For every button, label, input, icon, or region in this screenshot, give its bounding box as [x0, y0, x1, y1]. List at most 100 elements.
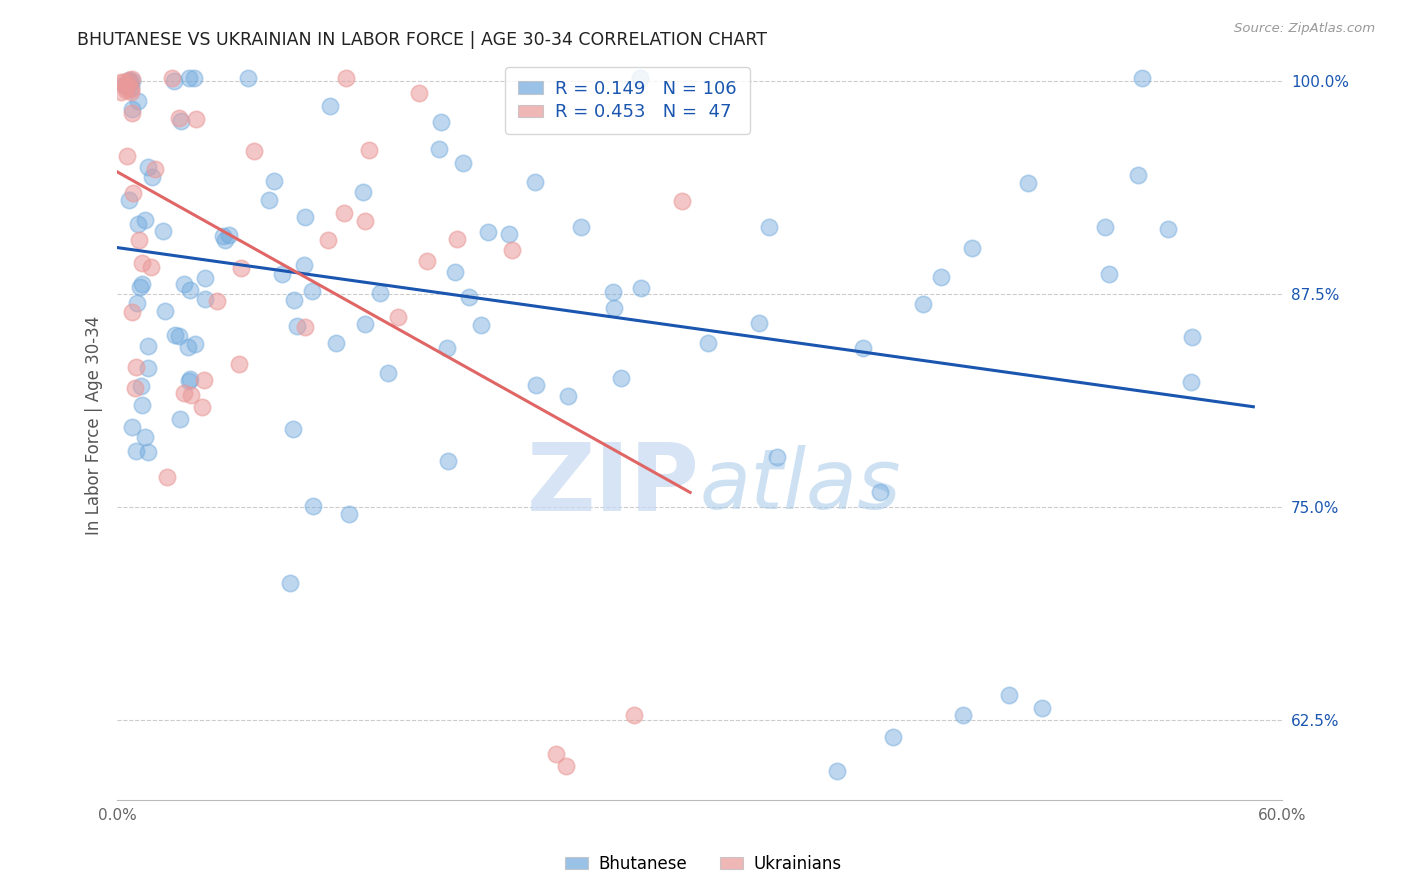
- Point: [169, 412, 191, 426]
- Point: [163, 73, 186, 87]
- Point: [110, 85, 132, 99]
- Text: atlas: atlas: [700, 445, 901, 526]
- Point: [228, 357, 250, 371]
- Point: [134, 429, 156, 443]
- Point: [191, 400, 214, 414]
- Point: [128, 233, 150, 247]
- Point: [283, 293, 305, 307]
- Point: [271, 268, 294, 282]
- Text: Source: ZipAtlas.com: Source: ZipAtlas.com: [1234, 22, 1375, 36]
- Point: [1180, 375, 1202, 389]
- Point: [115, 83, 138, 97]
- Point: [477, 225, 499, 239]
- Point: [285, 318, 308, 333]
- Point: [121, 102, 143, 116]
- Point: [602, 285, 624, 299]
- Point: [354, 214, 377, 228]
- Point: [165, 328, 187, 343]
- Point: [179, 70, 201, 85]
- Point: [156, 470, 179, 484]
- Point: [278, 575, 301, 590]
- Point: [292, 258, 315, 272]
- Point: [1094, 219, 1116, 234]
- Point: [173, 277, 195, 292]
- Point: [436, 454, 458, 468]
- Point: [118, 75, 141, 89]
- Point: [128, 94, 150, 108]
- Point: [193, 373, 215, 387]
- Point: [524, 175, 547, 189]
- Point: [335, 70, 357, 85]
- Point: [263, 174, 285, 188]
- Point: [231, 260, 253, 275]
- Point: [294, 320, 316, 334]
- Point: [498, 227, 520, 241]
- Point: [173, 386, 195, 401]
- Point: [136, 339, 159, 353]
- Point: [758, 220, 780, 235]
- Text: BHUTANESE VS UKRAINIAN IN LABOR FORCE | AGE 30-34 CORRELATION CHART: BHUTANESE VS UKRAINIAN IN LABOR FORCE | …: [77, 31, 768, 49]
- Point: [671, 194, 693, 208]
- Point: [141, 169, 163, 184]
- Point: [212, 228, 235, 243]
- Point: [118, 73, 141, 87]
- Point: [183, 70, 205, 85]
- Point: [316, 233, 339, 247]
- Point: [120, 82, 142, 96]
- Point: [526, 377, 548, 392]
- Point: [294, 211, 316, 225]
- Point: [242, 145, 264, 159]
- Point: [882, 730, 904, 744]
- Point: [1130, 70, 1153, 85]
- Point: [387, 310, 409, 325]
- Point: [179, 283, 201, 297]
- Point: [112, 74, 135, 88]
- Point: [117, 77, 139, 91]
- Point: [912, 297, 935, 311]
- Point: [283, 422, 305, 436]
- Point: [444, 265, 467, 279]
- Point: [117, 78, 139, 93]
- Point: [451, 156, 474, 170]
- Point: [236, 70, 259, 85]
- Point: [501, 243, 523, 257]
- Point: [430, 115, 453, 129]
- Point: [470, 318, 492, 333]
- Point: [184, 337, 207, 351]
- Point: [177, 340, 200, 354]
- Point: [218, 228, 240, 243]
- Point: [436, 341, 458, 355]
- Point: [180, 388, 202, 402]
- Point: [184, 112, 207, 127]
- Legend: R = 0.149   N = 106, R = 0.453   N =  47: R = 0.149 N = 106, R = 0.453 N = 47: [505, 67, 749, 134]
- Point: [1181, 330, 1204, 344]
- Point: [170, 114, 193, 128]
- Point: [112, 78, 135, 92]
- Point: [118, 78, 141, 92]
- Point: [121, 71, 143, 86]
- Text: ZIP: ZIP: [527, 440, 700, 532]
- Point: [852, 341, 875, 355]
- Point: [1017, 176, 1039, 190]
- Point: [377, 366, 399, 380]
- Point: [115, 76, 138, 90]
- Point: [110, 75, 132, 89]
- Point: [370, 285, 392, 300]
- Point: [167, 111, 190, 125]
- Point: [129, 379, 152, 393]
- Point: [952, 708, 974, 723]
- Point: [929, 270, 952, 285]
- Point: [569, 219, 592, 234]
- Point: [194, 270, 217, 285]
- Point: [117, 149, 139, 163]
- Point: [124, 381, 146, 395]
- Point: [416, 254, 439, 268]
- Point: [153, 303, 176, 318]
- Point: [557, 389, 579, 403]
- Point: [136, 444, 159, 458]
- Point: [603, 301, 626, 315]
- Point: [121, 74, 143, 88]
- Point: [544, 747, 567, 761]
- Point: [427, 142, 450, 156]
- Point: [623, 708, 645, 723]
